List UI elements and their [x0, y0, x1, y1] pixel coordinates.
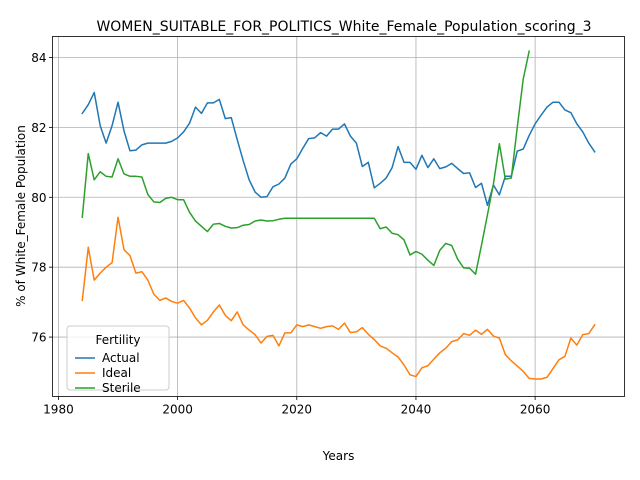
x-tick-label: 2040: [401, 403, 432, 417]
series-lines: [81, 50, 596, 380]
axis-ticks: 1980 2000 2020 2040 2060 76 78 80 82 84: [31, 51, 550, 417]
y-tick-label: 82: [31, 121, 46, 135]
x-tick-label: 2060: [520, 403, 551, 417]
series-line-actual: [81, 91, 596, 207]
x-tick-label: 2020: [282, 403, 313, 417]
legend-label-ideal: Ideal: [102, 366, 131, 380]
y-tick-label: 84: [31, 51, 46, 65]
legend-label-sterile: Sterile: [102, 381, 141, 395]
y-axis-title: % of White_Female Population: [14, 125, 28, 307]
y-tick-label: 78: [31, 261, 46, 275]
legend-box: [66, 325, 170, 391]
x-tick-label: 2000: [162, 403, 193, 417]
legend-title: Fertility: [95, 333, 140, 347]
legend-label-actual: Actual: [102, 351, 140, 365]
x-tick-label: 1980: [43, 403, 74, 417]
series-line-ideal: [81, 216, 596, 380]
grid: [52, 36, 625, 397]
x-axis-title: Years: [322, 449, 355, 463]
series-line-sterile: [81, 50, 531, 275]
y-tick-label: 80: [31, 191, 46, 205]
plot-frame: [52, 36, 625, 397]
y-tick-label: 76: [31, 331, 46, 345]
chart-title: WOMEN_SUITABLE_FOR_POLITICS_White_Female…: [96, 19, 591, 35]
